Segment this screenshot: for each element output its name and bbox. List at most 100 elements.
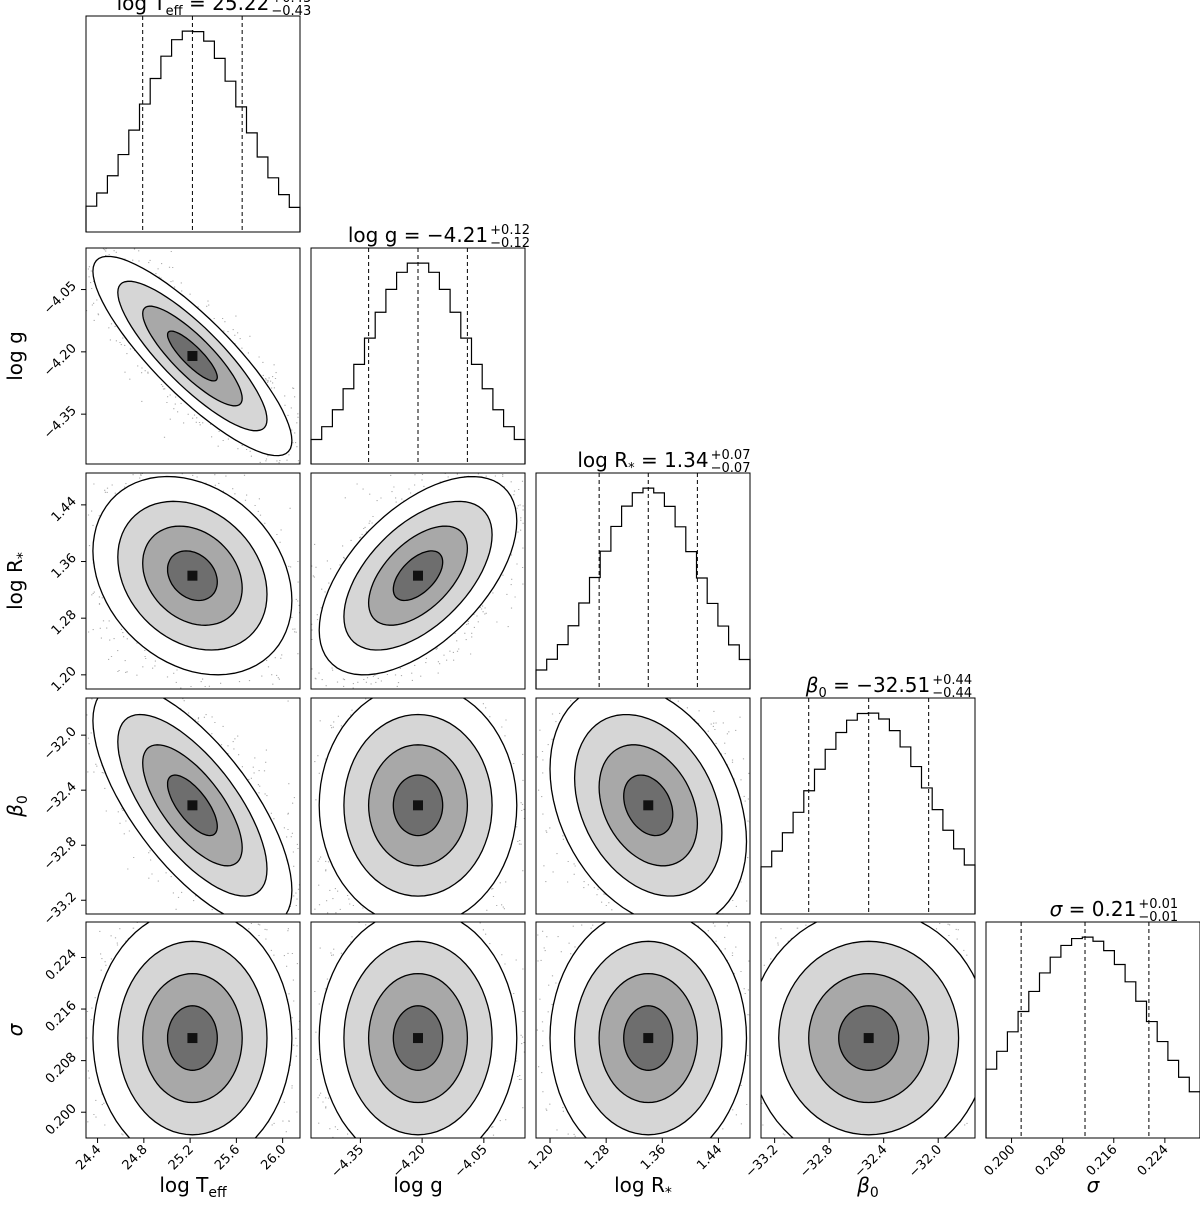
panel-frame (535, 697, 751, 915)
y-tick-label-logR: 1.20 (49, 664, 80, 695)
x-tick-label-logR: 1.36 (638, 1142, 669, 1173)
y-tick-label-logR: 1.44 (49, 494, 80, 525)
panel-frame (310, 921, 526, 1139)
x-tick-label-beta0: −32.8 (797, 1142, 836, 1181)
scatter-panel-beta0-vs-logT (85, 697, 301, 915)
x-axis-label-logR: log R* (614, 1173, 672, 1201)
scatter-panel-logR-vs-logT (85, 472, 301, 690)
histogram-step-line (985, 936, 1200, 1138)
panel-frame (760, 921, 976, 1139)
density-peak (863, 1033, 874, 1044)
x-tick-label-logg: −4.35 (328, 1142, 367, 1181)
density-peak (187, 800, 198, 811)
scatter-panel-beta0-vs-logR (535, 697, 751, 915)
y-tick-label-beta0: −32.4 (41, 779, 80, 818)
y-tick-label-logg: −4.35 (41, 403, 80, 442)
y-tick-label-logg: −4.05 (41, 279, 80, 318)
density-peak (413, 1033, 423, 1044)
panel-title-beta0: β0 = −32.51 (805, 673, 931, 701)
panel-frame (85, 472, 301, 690)
x-tick-label-beta0: −33.2 (743, 1142, 782, 1181)
y-tick-label-logg: −4.20 (41, 341, 80, 380)
x-tick-label-logR: 1.20 (526, 1142, 557, 1173)
x-axis-label-logg: log g (393, 1173, 443, 1197)
histogram-panel-beta0: β0 = −32.51 +0.44−0.44 (760, 673, 976, 915)
x-tick-label-sigma: 0.200 (981, 1142, 1018, 1179)
y-tick-label-beta0: −33.2 (41, 889, 80, 928)
panel-title-logg: log g = −4.21 (348, 223, 488, 247)
y-tick-label-logR: 1.28 (49, 607, 80, 638)
x-tick-label-logT: 26.0 (258, 1142, 289, 1173)
histogram-panel-logR: log R* = 1.34 +0.07−0.07 (535, 448, 751, 690)
x-axis-label-beta0: β0 (856, 1173, 879, 1201)
scatter-panel-beta0-vs-logg (310, 697, 526, 915)
histogram-panel-logT: log Teff = 25.22+0.43−0.43 (85, 0, 311, 233)
y-axis-label-beta0: β0 (3, 795, 31, 818)
scatter-panel-sigma-vs-beta0 (760, 921, 976, 1139)
y-axis-label-sigma: σ (3, 1022, 27, 1036)
panel-frame (85, 921, 301, 1139)
density-peak (643, 800, 654, 811)
title-err-minus: −0.07 (711, 461, 751, 476)
title-err-plus: +0.43 (271, 0, 311, 6)
title-err-plus: +0.12 (490, 223, 530, 238)
scatter-panel-sigma-vs-logR (535, 921, 751, 1139)
panel-frame (535, 472, 751, 690)
y-axis-label-logg: log g (3, 331, 27, 381)
title-err-minus: −0.12 (490, 236, 530, 251)
panel-frame (85, 697, 301, 915)
x-tick-label-logR: 1.44 (694, 1142, 725, 1173)
x-tick-label-logT: 25.6 (212, 1142, 243, 1173)
panel-frame (535, 921, 751, 1139)
y-tick-label-sigma: 0.216 (43, 998, 80, 1035)
panel-frame (85, 247, 301, 465)
histogram-panel-logg: log g = −4.21 +0.12−0.12 (310, 223, 530, 465)
title-err-minus: −0.43 (271, 4, 311, 19)
title-err-plus: +0.07 (711, 448, 751, 463)
panel-frame (310, 697, 526, 915)
x-tick-label-logR: 1.28 (582, 1142, 613, 1173)
scatter-panel-sigma-vs-logT (85, 921, 301, 1139)
histogram-step-line (535, 487, 751, 689)
y-tick-label-sigma: 0.208 (43, 1050, 80, 1087)
x-axis-label-logT: log Teff (159, 1173, 227, 1201)
y-tick-label-sigma: 0.224 (43, 947, 80, 984)
title-err-plus: +0.44 (932, 673, 972, 688)
x-axis-label-sigma: σ (1087, 1173, 1101, 1197)
title-err-minus: −0.01 (1138, 910, 1178, 925)
density-peak (187, 1033, 198, 1044)
histogram-panel-sigma: σ = 0.21 +0.01−0.01 (985, 897, 1200, 1139)
density-peak (187, 351, 198, 361)
x-tick-label-sigma: 0.208 (1033, 1142, 1070, 1179)
panel-frame (985, 921, 1200, 1139)
scatter-panel-logg-vs-logT (85, 247, 301, 465)
y-tick-label-sigma: 0.200 (43, 1101, 80, 1138)
density-peak (413, 570, 423, 581)
x-tick-label-beta0: −32.0 (906, 1142, 945, 1181)
x-tick-label-sigma: 0.224 (1135, 1142, 1172, 1179)
density-peak (413, 800, 423, 811)
panel-title-logT: log Teff = 25.22 (117, 0, 270, 19)
x-tick-label-logT: 25.2 (166, 1142, 197, 1173)
density-peak (643, 1033, 654, 1044)
panel-frame (760, 697, 976, 915)
x-tick-label-logT: 24.8 (120, 1142, 151, 1173)
y-tick-label-logR: 1.36 (49, 551, 80, 582)
y-axis-label-logR: log R* (3, 552, 31, 610)
x-tick-label-logg: −4.05 (452, 1142, 491, 1181)
scatter-panel-logR-vs-logg (310, 472, 526, 690)
title-err-minus: −0.44 (932, 686, 972, 701)
panel-frame (310, 472, 526, 690)
histogram-step-line (85, 30, 301, 232)
scatter-panel-sigma-vs-logg (310, 921, 526, 1139)
panel-title-logR: log R* = 1.34 (577, 448, 708, 476)
histogram-step-line (760, 712, 976, 914)
density-peak (187, 570, 198, 581)
panel-frame (85, 15, 301, 233)
panel-title-sigma: σ = 0.21 (1050, 897, 1137, 921)
y-tick-label-beta0: −32.0 (41, 724, 80, 763)
y-tick-label-beta0: −32.8 (41, 834, 80, 873)
x-tick-label-logT: 24.4 (73, 1142, 104, 1173)
title-err-plus: +0.01 (1138, 897, 1178, 912)
